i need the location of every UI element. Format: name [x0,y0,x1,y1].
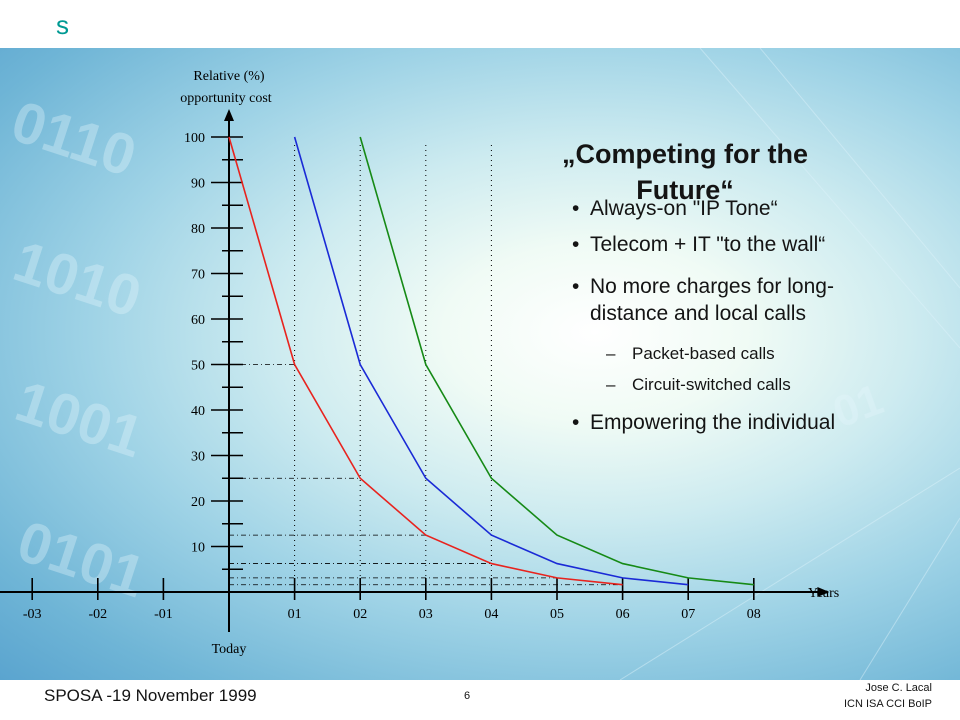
series-line-2 [293,136,689,586]
bullet-continuation: distance and local calls [590,300,806,327]
x-tick-label: 04 [484,607,498,622]
sub-bullet-item: – Circuit-switched calls [606,375,791,394]
x-tick-label: -03 [23,607,42,622]
slide-content: 0110 1010 1001 0101 01 „Competing for th… [0,48,960,680]
sub-bullet-text: Circuit-switched calls [632,375,791,394]
y-tick-label: 100 [184,131,205,146]
y-tick-label: 90 [191,177,205,192]
binary-background-graphic: 0110 1010 1001 0101 01 [4,48,960,680]
slide-title: „Competing for the Future“ [520,136,850,208]
y-tick-label: 40 [191,404,205,419]
y-axis-label-line-1: Relative (%) [193,69,264,84]
chart-plot-area: 10 20 30 40 50 60 70 80 90 100 -03 -02 -01 01 02 03 04 05… [0,109,830,632]
bullet-text: distance and local calls [590,302,806,325]
y-tick-label: 20 [191,495,205,510]
today-label: Today [212,642,247,657]
y-tick-label: 50 [191,359,205,374]
page-number: 6 [464,690,471,702]
x-tick-label: 06 [616,607,630,622]
author-name: Jose C. Lacal [865,682,932,694]
sub-bullet-item: – Packet-based calls [606,344,775,363]
title-line-2: Future“ [636,175,734,205]
x-axis-arrow [817,587,830,597]
author-org: ICN ISA CCI BoIP [843,698,932,710]
bullet-text: Telecom + IT "to the wall“ [590,233,826,256]
bullet-text: Empowering the individual [590,411,836,434]
y-tick-label: 70 [191,268,205,283]
x-tick-label: 07 [681,607,695,622]
company-logo: s [56,10,69,40]
y-axis-arrow [224,109,234,121]
y-axis-label-line-2: opportunity cost [180,91,271,106]
x-tick-label: -01 [154,607,173,622]
bullet-item: • Telecom + IT "to the wall“ [572,233,826,256]
y-tick-label: 80 [191,222,205,237]
sub-bullet-text: Packet-based calls [632,344,775,363]
x-tick-label: 01 [288,607,302,622]
y-tick-label: 30 [191,450,205,465]
bullet-text: Always-on "IP Tone“ [590,197,778,220]
bullet-text: No more charges for long- [590,275,834,298]
y-tick-label: 10 [191,541,205,556]
x-tick-label: 08 [747,607,761,622]
x-tick-label: 05 [550,607,564,622]
bullet-item: • Empowering the individual [572,411,836,434]
y-tick-label: 60 [191,313,205,328]
bullet-item: • No more charges for long- [572,275,834,298]
x-tick-label: 03 [419,607,433,622]
bullet-item: • Always-on "IP Tone“ [572,197,778,220]
footer-author-block: Jose C. Lacal ICN ISA CCI BoIP [760,680,932,712]
title-line-1: „Competing for the [562,139,808,169]
x-tick-label: -02 [88,607,107,622]
series-line-1 [228,136,623,586]
series-line-3 [359,136,754,586]
footer-presentation-info: SPOSA -19 November 1999 [44,686,257,705]
x-tick-label: 02 [353,607,367,622]
